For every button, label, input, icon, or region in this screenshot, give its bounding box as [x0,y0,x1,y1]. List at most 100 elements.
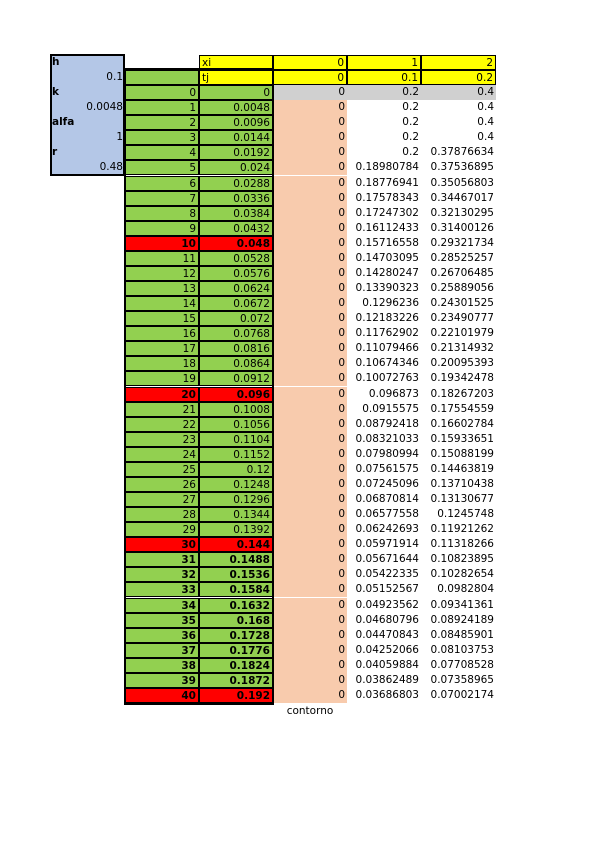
time-cell: 0.1296 [199,492,273,508]
index-cell: 23 [125,431,199,447]
value-cell: 0.23490777 [430,312,494,325]
value-cell: 0.096873 [368,387,419,400]
param-value: 1 [116,131,123,144]
param-value: 0.48 [99,161,123,174]
value-cell: 0.18980784 [355,161,419,174]
value-cell: 0.15088199 [430,447,494,460]
time-cell: 0.0576 [199,265,273,281]
value-cell: 0.10674346 [355,357,419,370]
value-cell: 0.07708528 [430,658,494,671]
time-cell: 0.1728 [199,627,273,643]
value-cell: 0.18776941 [355,176,419,189]
boundary-cell: 0 [273,205,347,221]
boundary-cell: 0 [273,416,347,432]
time-cell: 0.1584 [199,582,273,598]
value-cell: 0.0915575 [362,402,419,415]
time-cell: 0.192 [199,687,273,703]
value-cell: 0.04059884 [355,658,419,671]
value-cell: 0.1296236 [362,297,419,310]
index-cell: 2 [125,115,199,131]
value-cell: 0.2 [402,131,419,144]
boundary-cell: 0 [273,371,347,387]
header-cell: 0.2 [421,70,496,86]
value-cell: 0.26706485 [430,266,494,279]
time-cell: 0.144 [199,537,273,553]
value-cell: 0.04252066 [355,643,419,656]
boundary-cell: 0 [273,657,347,673]
value-cell: 0.2 [402,146,419,159]
value-cell: 0.07561575 [355,462,419,475]
boundary-cell: 0 [273,522,347,538]
value-cell: 0.16602784 [430,417,494,430]
param-value: 0.0048 [86,101,123,114]
boundary-cell: 0 [273,235,347,251]
index-cell: 29 [125,522,199,538]
value-cell: 0.2 [402,101,419,114]
boundary-cell: 0 [273,627,347,643]
time-cell: 0.1344 [199,507,273,523]
header-cell: xi [199,55,273,70]
index-cell: 12 [125,265,199,281]
boundary-cell: 0 [273,220,347,236]
index-cell: 38 [125,657,199,673]
value-cell: 0.04470843 [355,628,419,641]
index-cell: 20 [125,386,199,402]
index-cell: 22 [125,416,199,432]
value-cell: 0.06242693 [355,523,419,536]
time-cell: 0.0288 [199,175,273,191]
value-cell: 0.04680796 [355,613,419,626]
index-cell: 34 [125,597,199,613]
time-cell: 0.1536 [199,567,273,583]
time-cell: 0.0528 [199,250,273,266]
index-cell: 40 [125,687,199,703]
value-cell: 0.17247302 [355,206,419,219]
index-cell: 21 [125,401,199,417]
value-cell: 0.08103753 [430,643,494,656]
boundary-cell: 0 [273,311,347,327]
value-cell: 0.37536895 [430,161,494,174]
value-cell: 0.10823895 [430,553,494,566]
cell [125,70,199,86]
value-cell: 0.21314932 [430,342,494,355]
index-cell: 13 [125,281,199,297]
index-cell: 11 [125,250,199,266]
value-cell: 0.13130677 [430,493,494,506]
time-cell: 0.0336 [199,190,273,206]
index-cell: 30 [125,537,199,553]
boundary-cell: 0 [273,281,347,297]
value-cell: 0.05152567 [355,583,419,596]
boundary-cell: 0 [273,296,347,312]
index-cell: 17 [125,341,199,357]
time-cell: 0.1104 [199,431,273,447]
value-cell: 0.4 [477,116,494,129]
index-cell: 6 [125,175,199,191]
boundary-cell: 0 [273,537,347,553]
time-cell: 0.024 [199,160,273,176]
value-cell: 0.31400126 [430,221,494,234]
footer-label: contorno [286,705,334,717]
header-cell: 1 [347,55,421,70]
value-cell: 0.04923562 [355,598,419,611]
boundary-cell: 0 [273,672,347,688]
value-cell: 0.17578343 [355,191,419,204]
boundary-cell: 0 [273,446,347,462]
boundary-cell: 0 [273,461,347,477]
index-cell: 19 [125,371,199,387]
index-cell: 4 [125,145,199,161]
value-cell: 0.11079466 [355,342,419,355]
value-cell: 0.22101979 [430,327,494,340]
value-cell: 0.08485901 [430,628,494,641]
boundary-cell: 0 [273,100,347,116]
time-cell: 0.0912 [199,371,273,387]
value-cell: 0.11318266 [430,538,494,551]
index-cell: 15 [125,311,199,327]
boundary-cell: 0 [273,265,347,281]
value-cell: 0.10072763 [355,372,419,385]
value-cell: 0.20095393 [430,357,494,370]
boundary-cell: 0 [273,115,347,131]
header-cell: 0.1 [347,70,421,86]
header-cell: 0 [273,55,347,70]
value-cell: 0.08924189 [430,613,494,626]
time-cell: 0.0624 [199,281,273,297]
time-cell: 0.0432 [199,220,273,236]
